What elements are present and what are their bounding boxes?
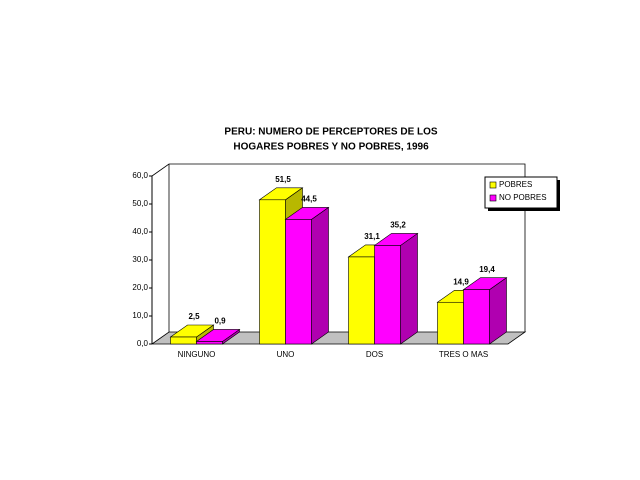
legend bbox=[484, 176, 558, 209]
value-label: 0,9 bbox=[214, 317, 226, 326]
value-label: 2,5 bbox=[188, 312, 200, 321]
bar bbox=[348, 256, 375, 345]
y-tick-label: 50,0 bbox=[132, 199, 148, 208]
y-tick-label: 20,0 bbox=[132, 283, 148, 292]
value-label: 31,1 bbox=[364, 232, 380, 241]
y-tick-label: 0,0 bbox=[137, 339, 149, 348]
chart-title: PERU: NUMERO DE PERCEPTORES DE LOS bbox=[224, 127, 438, 138]
value-label: 51,5 bbox=[275, 175, 291, 184]
legend-swatch bbox=[489, 194, 497, 202]
value-label: 14,9 bbox=[453, 277, 469, 286]
bar bbox=[285, 219, 312, 345]
y-tick-label: 60,0 bbox=[132, 171, 148, 180]
legend-label: POBRES bbox=[499, 180, 532, 189]
x-tick-label: DOS bbox=[366, 350, 383, 359]
bar-side bbox=[311, 206, 329, 345]
legend-swatch bbox=[489, 181, 497, 189]
bar bbox=[437, 301, 464, 345]
x-tick-label: TRES O MAS bbox=[439, 350, 488, 359]
legend-label: NO POBRES bbox=[499, 193, 547, 202]
y-tick-label: 30,0 bbox=[132, 255, 148, 264]
y-tick-label: 40,0 bbox=[132, 227, 148, 236]
bar bbox=[170, 336, 197, 345]
chart-title: HOGARES POBRES Y NO POBRES, 1996 bbox=[233, 142, 429, 153]
bar bbox=[259, 199, 286, 345]
value-label: 44,5 bbox=[301, 195, 317, 204]
value-label: 19,4 bbox=[479, 265, 495, 274]
bar bbox=[463, 289, 490, 345]
x-tick-label: NINGUNO bbox=[178, 350, 216, 359]
x-tick-label: UNO bbox=[277, 350, 295, 359]
bar bbox=[196, 341, 223, 345]
bar-side bbox=[400, 232, 418, 345]
y-tick-label: 10,0 bbox=[132, 311, 148, 320]
bar bbox=[374, 245, 401, 345]
value-label: 35,2 bbox=[390, 221, 406, 230]
